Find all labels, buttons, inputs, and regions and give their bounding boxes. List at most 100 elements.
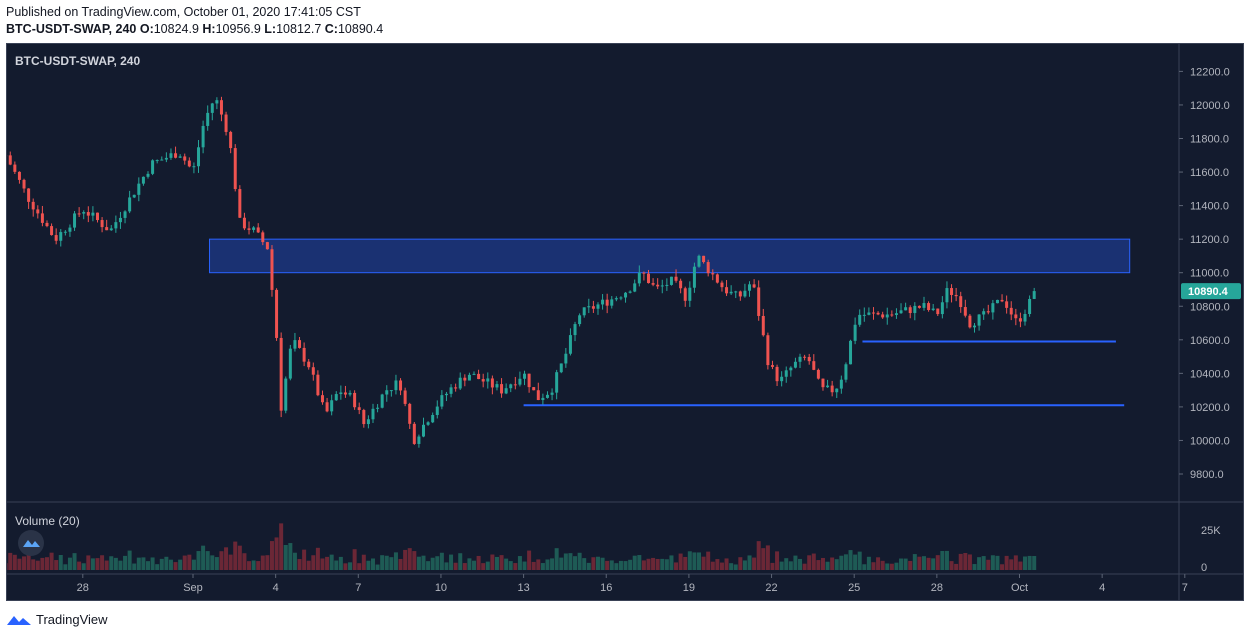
volume-bar [109, 556, 114, 570]
volume-bar [876, 557, 881, 570]
volume-bar [187, 554, 192, 570]
candle-body [578, 315, 582, 325]
candle-body [132, 194, 136, 198]
candle-body [486, 378, 490, 382]
candle-body [986, 311, 990, 313]
volume-bar [972, 564, 977, 570]
candle-body [449, 387, 453, 394]
candle-body [380, 394, 384, 408]
chart-frame[interactable]: 9800.0 10000.0 10200.0 10400.0 10600.0 10800.… [6, 43, 1244, 601]
price-tick-label: 10400.0 [1190, 368, 1230, 380]
volume-bar [104, 560, 109, 570]
candle-body [881, 314, 885, 318]
candle-body [229, 131, 233, 149]
candle-body [477, 373, 481, 380]
volume-bar [614, 563, 619, 570]
volume-bar [113, 557, 118, 570]
volume-bar [678, 553, 683, 570]
candle-body [284, 378, 288, 411]
volume-bar [26, 549, 31, 570]
volume-bar [155, 564, 160, 570]
volume-bar [329, 554, 334, 570]
price-tick-label: 11600.0 [1190, 167, 1229, 179]
candlestick-chart[interactable]: 9800.0 10000.0 10200.0 10400.0 10600.0 10800.… [7, 44, 1243, 600]
candle-body [908, 307, 912, 314]
candle-body [591, 306, 595, 309]
volume-bar [127, 550, 132, 570]
candle-body [252, 227, 256, 230]
candle-body [307, 361, 311, 368]
volume-bar [866, 556, 871, 570]
footer[interactable]: TradingView [6, 612, 108, 627]
time-tick-label: Oct [1011, 582, 1028, 594]
volume-bar [990, 555, 995, 570]
candle-body [573, 324, 577, 336]
candle-body [504, 388, 508, 394]
volume-bar [375, 564, 380, 570]
legend-open-value: 10824.9 [153, 22, 199, 36]
volume-bar [931, 558, 936, 570]
tradingview-logo-icon[interactable] [18, 530, 44, 556]
volume-bar [715, 559, 720, 570]
candle-body [422, 424, 426, 437]
volume-bar [527, 550, 532, 570]
volume-bar [605, 560, 610, 570]
volume-bar [742, 560, 747, 570]
volume-bar [63, 564, 68, 570]
candle-body [426, 422, 430, 425]
legend-close-value: 10890.4 [337, 22, 384, 36]
logo-mark [23, 540, 40, 547]
candle-body [146, 173, 150, 177]
volume-bar [954, 563, 959, 570]
candle-body [343, 392, 347, 395]
volume-bar [95, 558, 100, 570]
candle-body [1009, 307, 1013, 315]
candle-body [973, 325, 977, 328]
candle-body [734, 291, 738, 293]
volume-bar [871, 562, 876, 570]
volume-bar [12, 554, 17, 570]
candle-body [435, 406, 439, 415]
candle-body [674, 276, 678, 281]
candle-body [91, 212, 95, 216]
candle-body [316, 374, 320, 396]
volume-bar [788, 561, 793, 570]
time-tick-label: 22 [765, 582, 777, 594]
volume-bar [196, 551, 201, 570]
volume-bar [311, 555, 316, 570]
volume-bar [7, 563, 8, 570]
candle-body [50, 226, 54, 236]
price-tick-label: 10600.0 [1190, 335, 1230, 347]
volume-bar [334, 560, 339, 570]
candle-body [959, 296, 963, 308]
candle-body [371, 408, 375, 420]
volume-bar [747, 555, 752, 570]
volume-bar [449, 554, 454, 570]
volume-bar [793, 555, 798, 570]
candle-body [637, 272, 641, 284]
published-caption: Published on TradingView.com, October 01… [6, 5, 361, 19]
time-tick-label: 13 [517, 582, 529, 594]
candle-body [688, 287, 692, 301]
candle-body [559, 363, 563, 373]
volume-bar [609, 560, 614, 570]
volume-bar [820, 557, 825, 570]
volume-bar [618, 560, 623, 570]
volume-bar [848, 550, 853, 570]
volume-bar [641, 560, 646, 570]
candle-body [31, 201, 35, 210]
candle-body [275, 289, 279, 338]
candle-body [784, 370, 788, 377]
volume-bar [366, 560, 371, 570]
candle-body [894, 313, 898, 315]
volume-bar [765, 545, 770, 570]
volume-bar [761, 548, 766, 570]
legend-low-label: L: [264, 22, 277, 36]
volume-bar [903, 558, 908, 570]
legend-high-value: 10956.9 [215, 22, 261, 36]
volume-bar [132, 563, 137, 570]
volume-bar [370, 558, 375, 570]
volume-bar [811, 553, 816, 570]
candle-body [128, 197, 132, 212]
candle-body [215, 100, 219, 104]
